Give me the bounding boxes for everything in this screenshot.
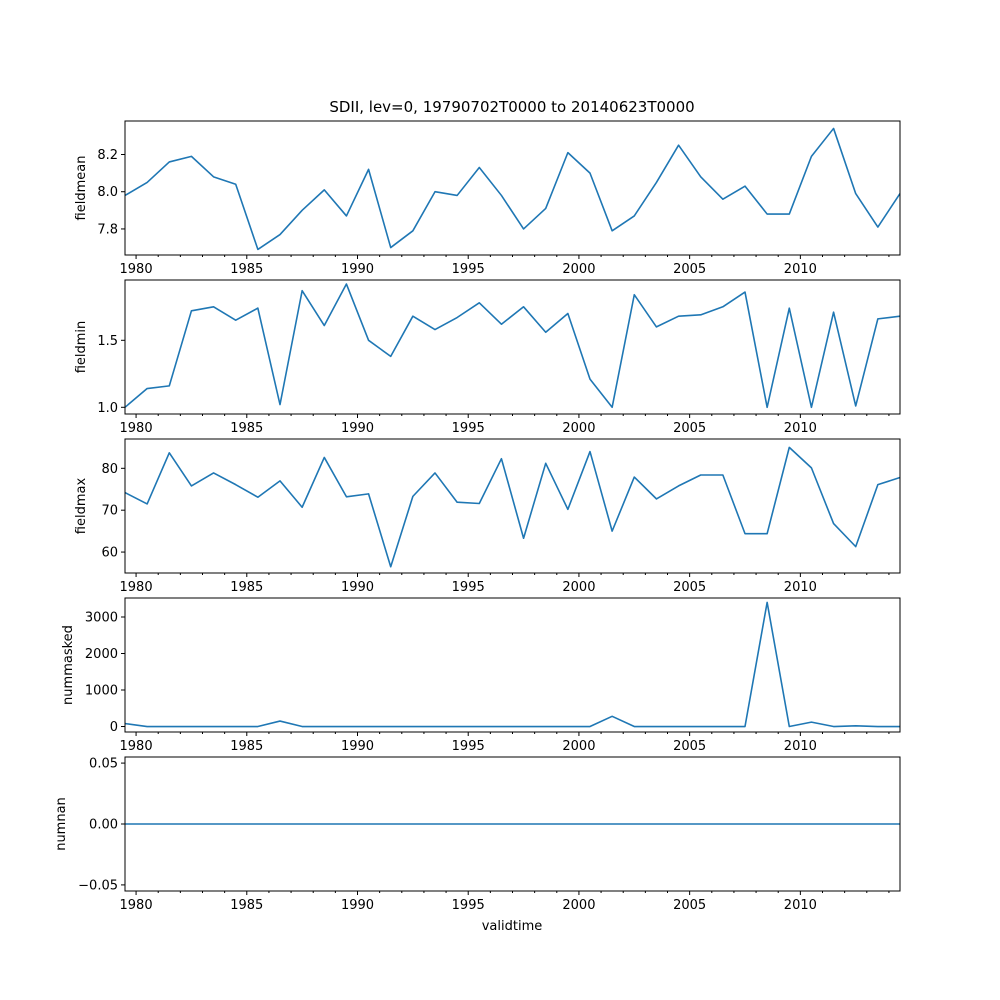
fieldmean-axes-frame xyxy=(124,120,901,256)
y-tick-label: 8.2 xyxy=(97,148,118,163)
y-tick-label: 2000 xyxy=(85,647,118,662)
panel-numnan: 1980 1985 1990 1995 2000 2005 2010 −0.05 0.00 0.0… xyxy=(54,756,901,913)
fieldmax-series-line xyxy=(124,446,901,568)
x-tick-label: 1995 xyxy=(452,580,485,595)
x-tick-label: 2010 xyxy=(784,898,817,913)
y-tick-label: 1.5 xyxy=(97,334,118,349)
y-tick-label: 1.0 xyxy=(97,401,118,416)
fieldmin-series-line xyxy=(124,283,901,409)
x-tick-label: 1995 xyxy=(452,739,485,754)
y-tick-label: 3000 xyxy=(85,610,118,625)
x-tick-label: 1990 xyxy=(341,580,374,595)
x-tick-label: 1990 xyxy=(341,739,374,754)
x-tick-label: 2000 xyxy=(562,898,595,913)
nummasked-axis-label: nummasked xyxy=(61,625,76,705)
fieldmin-axis-label: fieldmin xyxy=(74,321,89,374)
x-tick-label: 2010 xyxy=(784,262,817,277)
y-tick-label: 7.8 xyxy=(97,222,118,237)
numnan-axis-label: numnan xyxy=(54,797,69,851)
y-tick-label: 60 xyxy=(101,546,118,561)
panels-group: 1980 1985 1990 1995 2000 2005 2010 7.8 8.0 8.2 fie… xyxy=(54,120,901,913)
x-tick-label: 2010 xyxy=(784,580,817,595)
y-tick-label: 0.00 xyxy=(89,818,118,833)
nummasked-axes-frame xyxy=(124,597,901,733)
x-tick-label: 1980 xyxy=(120,898,153,913)
x-tick-label: 1980 xyxy=(120,580,153,595)
x-tick-label: 1985 xyxy=(230,262,263,277)
x-tick-label: 1985 xyxy=(230,898,263,913)
x-tick-label: 1985 xyxy=(230,580,263,595)
x-tick-label: 1990 xyxy=(341,898,374,913)
fieldmean-series-line xyxy=(124,127,901,251)
x-tick-label: 1980 xyxy=(120,262,153,277)
panel-fieldmin: 1980 1985 1990 1995 2000 2005 2010 1.0 1.5 fieldm… xyxy=(74,279,901,436)
chart-title: SDII, lev=0, 19790702T0000 to 20140623T0… xyxy=(329,98,694,116)
x-tick-label: 1985 xyxy=(230,739,263,754)
y-tick-label: 0.05 xyxy=(89,757,118,772)
nummasked-series-line xyxy=(124,601,900,728)
y-tick-label: 1000 xyxy=(85,684,118,699)
panel-fieldmax: 1980 1985 1990 1995 2000 2005 2010 60 70 80 fieldm… xyxy=(74,438,901,595)
x-tick-label: 2005 xyxy=(673,739,706,754)
x-tick-label: 1995 xyxy=(452,421,485,436)
x-tick-label: 1990 xyxy=(341,262,374,277)
fieldmax-axes-frame xyxy=(124,438,901,574)
fieldmax-axis-label: fieldmax xyxy=(74,478,89,535)
fieldmean-axis-label: fieldmean xyxy=(74,156,89,221)
y-tick-label: 80 xyxy=(101,462,118,477)
panel-fieldmean: 1980 1985 1990 1995 2000 2005 2010 7.8 8.0 8.2 fie… xyxy=(74,120,901,277)
x-tick-label: 2000 xyxy=(562,580,595,595)
y-tick-label: −0.05 xyxy=(78,878,118,893)
x-tick-label: 2010 xyxy=(784,739,817,754)
x-tick-label: 1995 xyxy=(452,262,485,277)
y-tick-label: 8.0 xyxy=(97,185,118,200)
x-tick-label: 2005 xyxy=(673,580,706,595)
x-tick-label: 1995 xyxy=(452,898,485,913)
x-tick-label: 1985 xyxy=(230,421,263,436)
panel-nummasked: 1980 1985 1990 1995 2000 2005 2010 0 1000 2000 300… xyxy=(61,597,901,754)
x-tick-label: 1980 xyxy=(120,421,153,436)
y-tick-label: 70 xyxy=(101,504,118,519)
x-tick-label: 2005 xyxy=(673,262,706,277)
x-tick-label: 1990 xyxy=(341,421,374,436)
y-tick-label: 0 xyxy=(110,720,118,735)
x-tick-label: 2010 xyxy=(784,421,817,436)
x-tick-label: 2000 xyxy=(562,739,595,754)
x-tick-label: 2005 xyxy=(673,898,706,913)
fieldmin-axes-frame xyxy=(124,279,901,415)
x-axis-label: validtime xyxy=(482,919,543,934)
x-tick-label: 2000 xyxy=(562,262,595,277)
x-tick-label: 2005 xyxy=(673,421,706,436)
x-tick-label: 2000 xyxy=(562,421,595,436)
x-tick-label: 1980 xyxy=(120,739,153,754)
